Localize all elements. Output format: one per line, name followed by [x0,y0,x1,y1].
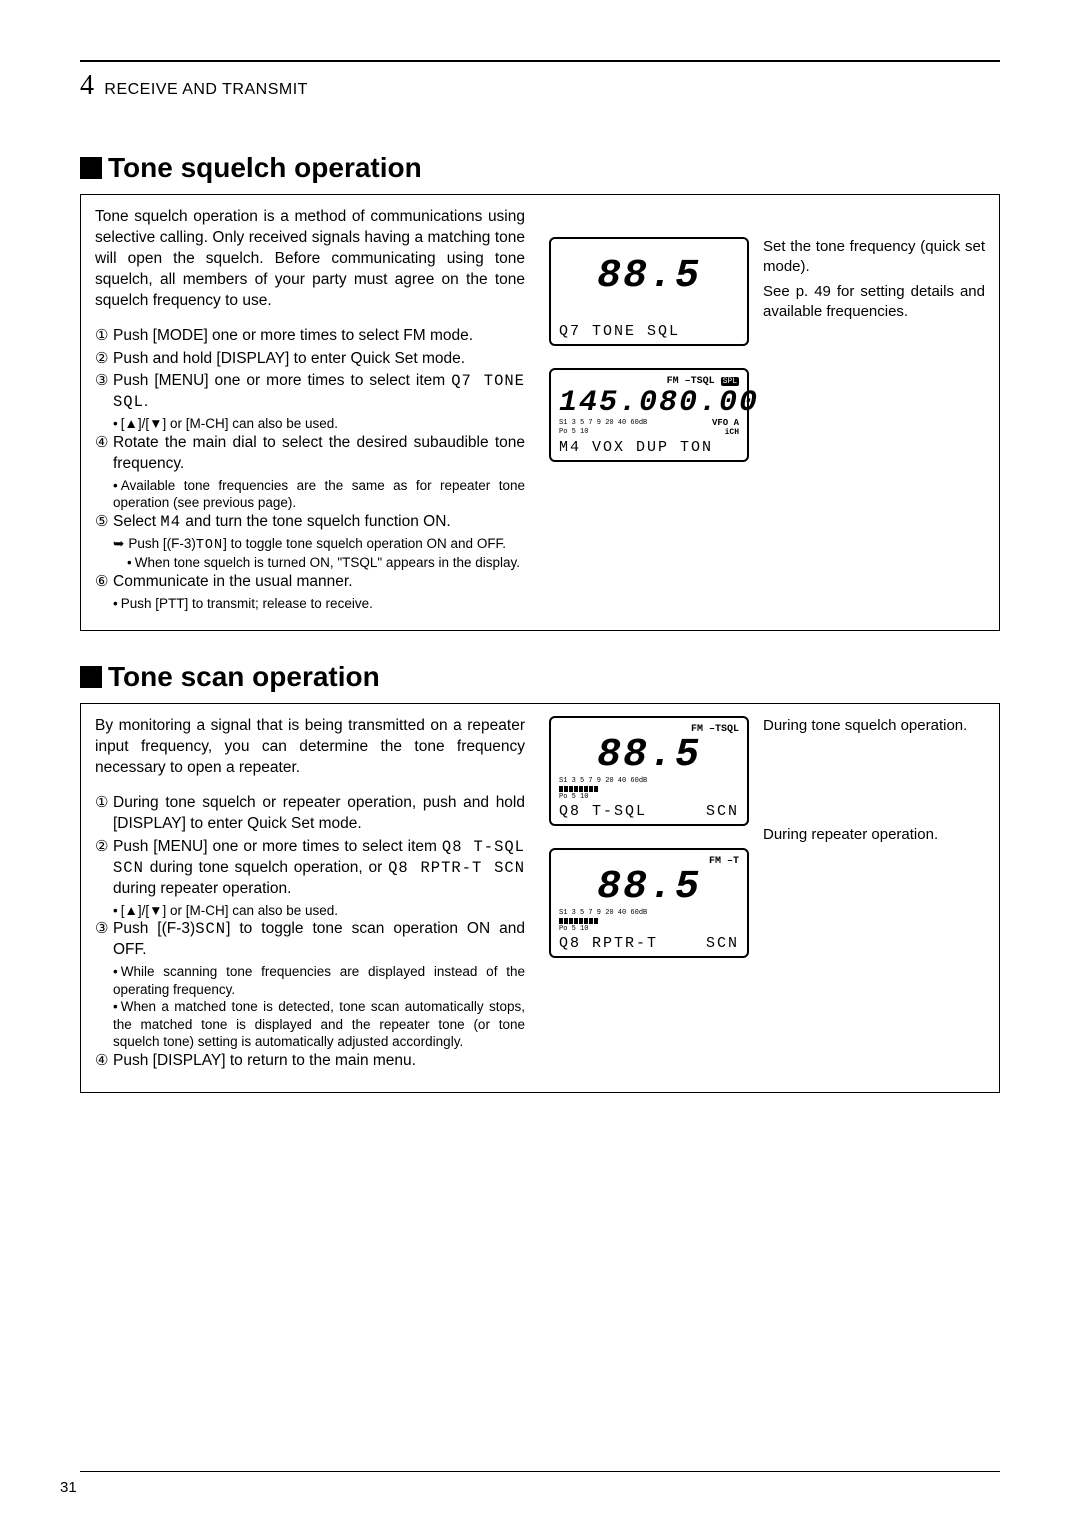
lcd-display-rptr-scan: FM –T 88.5 S1 3 5 7 9 20 40 60dB Po 5 10… [549,848,749,958]
step-num: ③ [95,919,113,961]
step-num: ③ [95,371,113,413]
squelch-right-text-1: Set the tone frequency (quick set mode). [763,237,985,278]
scan-right-text: During tone squelch operation. During re… [763,716,967,1073]
scan-step1: During tone squelch or repeater operatio… [113,793,525,835]
squelch-right-column: 88.5 Q7 TONE SQL FM –TSQL SPL 145.080.00… [549,207,985,612]
section-title-text: Tone scan operation [108,661,380,693]
lcd-big-value: 88.5 [559,736,739,776]
lcd-big-value: 145.080.00 [559,388,739,418]
lcd-display-tsql-scan: FM –TSQL 88.5 S1 3 5 7 9 20 40 60dB Po 5… [549,716,749,826]
squelch-step3: Push [MENU] one or more times to select … [113,371,525,413]
section-title-text: Tone squelch operation [108,152,422,184]
ich-label: iCH [712,428,739,437]
top-rule [80,60,1000,62]
lcd-po-meter: Po 5 10 [559,429,647,436]
squelch-section-box: Tone squelch operation is a method of co… [80,194,1000,631]
squelch-intro: Tone squelch operation is a method of co… [95,207,525,312]
lcd-text: SCN [195,920,226,938]
scan-intro: By monitoring a signal that is being tra… [95,716,525,779]
scan-right-column: FM –TSQL 88.5 S1 3 5 7 9 20 40 60dB Po 5… [549,716,985,1073]
step-num: ④ [95,1051,113,1072]
lcd-bottom-text: Q8 RPTR-TSCN [559,935,739,952]
squelch-step4-sub: Available tone frequencies are the same … [113,477,525,512]
scan-step4: Push [DISPLAY] to return to the main men… [113,1051,525,1072]
step-num: ② [95,837,113,900]
chapter-number: 4 [80,70,95,101]
section-title-scan: Tone scan operation [80,661,1000,693]
lcd-text: Q8 RPTR-T SCN [388,859,525,877]
step-num: ① [95,326,113,347]
scan-step3-sub1: While scanning tone frequencies are disp… [113,963,525,998]
lcd-bar-icon [559,918,739,924]
step-num: ⑥ [95,572,113,593]
lcd-po-meter: Po 5 10 [559,926,739,933]
lcd-big-value: 88.5 [559,257,739,297]
lcd-text: TON [196,538,223,553]
lcd-s-meter: S1 3 5 7 9 20 40 60dB [559,420,647,427]
chapter-header: 4 RECEIVE AND TRANSMIT [80,70,1000,102]
chapter-title: RECEIVE AND TRANSMIT [104,81,308,98]
lcd-display-q7: 88.5 Q7 TONE SQL [549,237,749,346]
step-num: ② [95,349,113,370]
scan-left-column: By monitoring a signal that is being tra… [95,716,525,1073]
step-num: ① [95,793,113,835]
scan-right-text-2: During repeater operation. [763,825,967,845]
lcd-bottom-text: M4 VOX DUP TON [559,439,739,456]
spl-pill-icon: SPL [721,377,739,386]
section-title-squelch: Tone squelch operation [80,152,1000,184]
lcd-text: M4 [160,513,181,531]
lcd-po-meter: Po 5 10 [559,794,739,801]
scan-step3: Push [(F-3)SCN] to toggle tone scan oper… [113,919,525,961]
square-icon [80,666,102,688]
lcd-bar-icon [559,786,739,792]
squelch-step5-arrow: Push [(F-3)TON] to toggle tone squelch o… [113,535,525,555]
page-rule [80,1471,1000,1472]
step-num: ⑤ [95,512,113,533]
lcd-bottom-text: Q8 T-SQLSCN [559,803,739,820]
scan-section-box: By monitoring a signal that is being tra… [80,703,1000,1092]
scan-step2: Push [MENU] one or more times to select … [113,837,525,900]
squelch-left-column: Tone squelch operation is a method of co… [95,207,525,612]
squelch-step2: Push and hold [DISPLAY] to enter Quick S… [113,349,525,370]
squelch-step6-sub: Push [PTT] to transmit; release to recei… [113,595,525,613]
square-icon [80,157,102,179]
squelch-right-text-2: See p. 49 for setting details and availa… [763,282,985,323]
scan-right-text-1: During tone squelch operation. [763,716,967,736]
scan-step2-sub: [▲]/[▼] or [M-CH] can also be used. [113,902,525,920]
scan-step3-sub2: When a matched tone is detected, tone sc… [113,998,525,1051]
lcd-display-m4: FM –TSQL SPL 145.080.00 S1 3 5 7 9 20 40… [549,368,749,462]
squelch-step3-sub: [▲]/[▼] or [M-CH] can also be used. [113,415,525,433]
squelch-step5: Select M4 and turn the tone squelch func… [113,512,525,533]
lcd-s-meter: S1 3 5 7 9 20 40 60dB [559,778,739,785]
lcd-s-meter: S1 3 5 7 9 20 40 60dB [559,910,739,917]
squelch-step4: Rotate the main dial to select the desir… [113,433,525,475]
squelch-step5-sub: When tone squelch is turned ON, "TSQL" a… [127,554,525,572]
vfo-label: VFO A [712,418,739,428]
squelch-step6: Communicate in the usual manner. [113,572,525,593]
squelch-right-text: Set the tone frequency (quick set mode).… [763,207,985,612]
lcd-big-value: 88.5 [559,868,739,908]
lcd-bottom-text: Q7 TONE SQL [559,323,739,340]
page-number: 31 [60,1479,77,1496]
squelch-step1: Push [MODE] one or more times to select … [113,326,525,347]
step-num: ④ [95,433,113,475]
